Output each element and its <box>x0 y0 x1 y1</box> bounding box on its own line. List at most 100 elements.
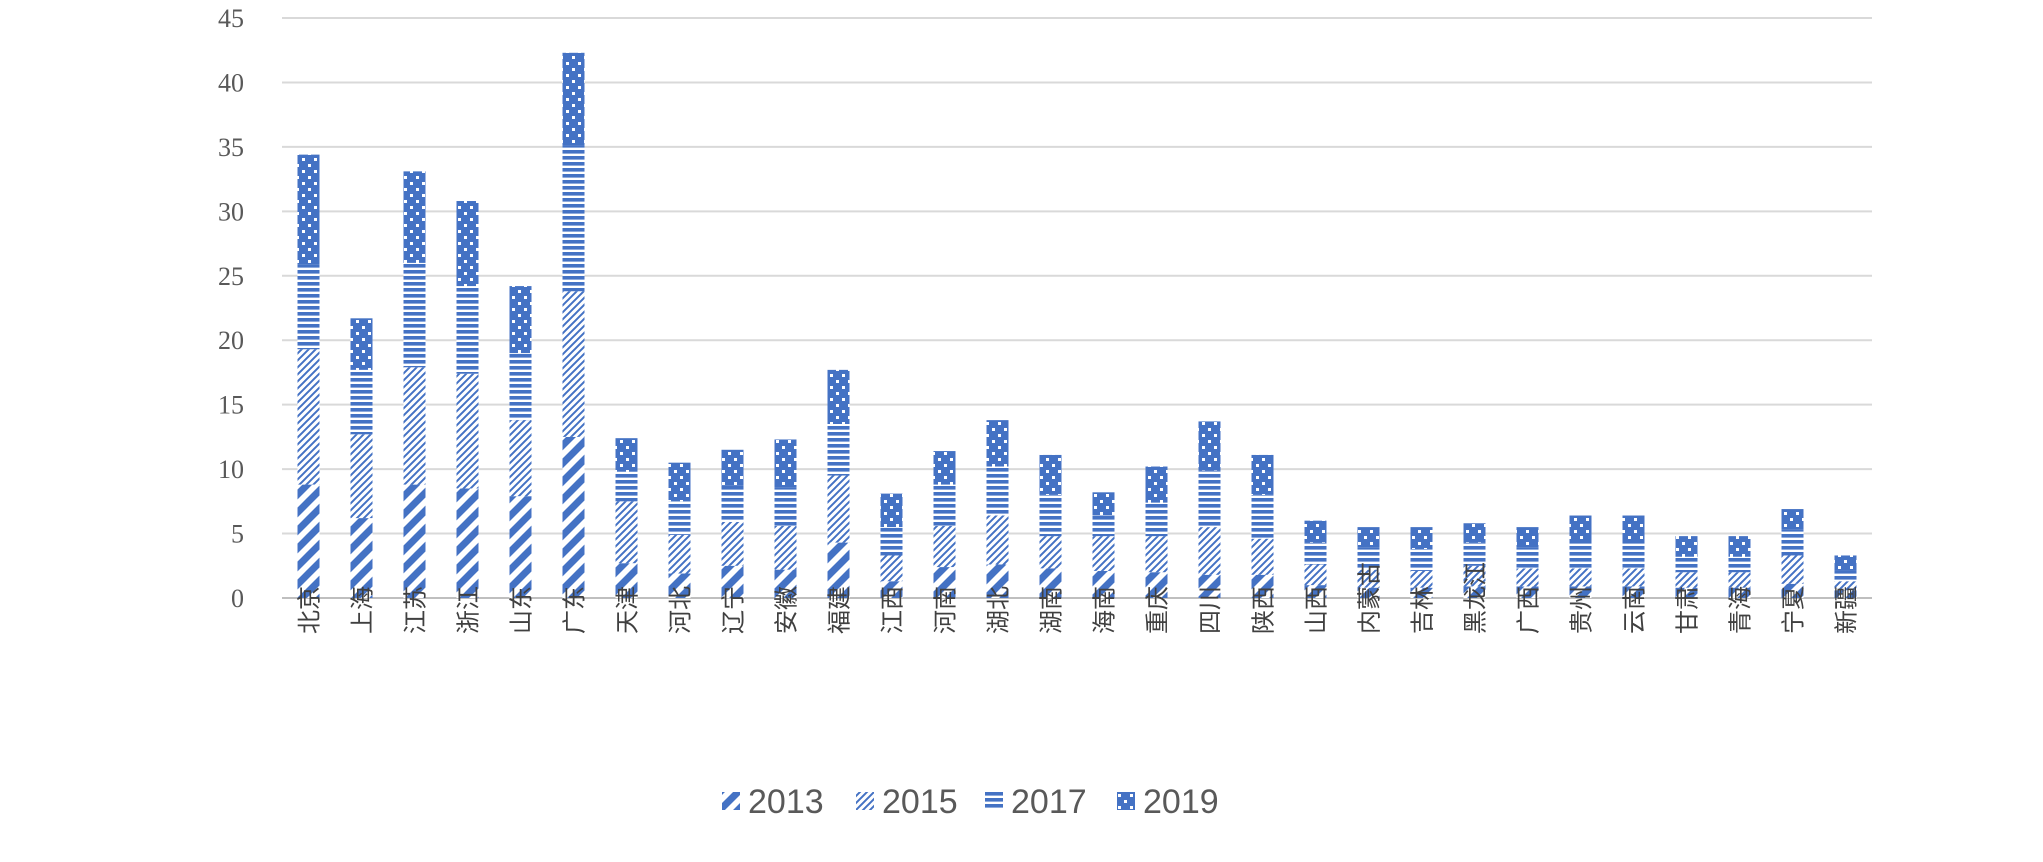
bar-stack <box>933 451 956 598</box>
bar-segment-2017 <box>721 485 744 522</box>
bar-segment-2019 <box>350 318 373 370</box>
bar-segment-2015 <box>1728 572 1751 588</box>
bar-segment-2015 <box>1039 536 1062 569</box>
legend-label: 2013 <box>748 783 824 821</box>
bar-stack <box>1198 421 1221 598</box>
bar-segment-2015 <box>827 475 850 543</box>
x-tick-label: 甘肃 <box>1674 586 1702 634</box>
bar-segment-2017 <box>350 369 373 435</box>
bar-segment-2019 <box>1463 523 1486 543</box>
bar-segment-2017 <box>1410 549 1433 571</box>
x-tick-label: 重庆 <box>1144 586 1172 634</box>
bar-stack <box>986 420 1009 598</box>
bar-segment-2013 <box>721 565 744 598</box>
legend: 2013 2015 2017 2019 <box>722 783 1219 821</box>
bar-segment-2017 <box>403 262 426 368</box>
x-tick-label: 广东 <box>561 586 589 634</box>
bar-segment-2019 <box>1728 536 1751 557</box>
bar-segment-2013 <box>1463 586 1486 598</box>
y-tick-label: 15 <box>218 391 244 420</box>
y-tick-label: 20 <box>218 326 244 355</box>
bar-segment-2019 <box>1198 421 1221 471</box>
bar-stack <box>1728 536 1751 598</box>
bar-segment-2015 <box>403 367 426 485</box>
bar-segment-2017 <box>1516 547 1539 569</box>
x-tick-label: 黑龙江 <box>1462 562 1490 634</box>
bar-stack <box>1145 466 1168 598</box>
bar-stack <box>1834 555 1857 598</box>
bar-stack <box>827 369 850 598</box>
bar-segment-2013 <box>1145 572 1168 598</box>
bar-stack <box>1092 492 1115 598</box>
bar-stack <box>1569 515 1592 598</box>
bar-segment-2017 <box>880 527 903 556</box>
bar-segment-2017 <box>1092 515 1115 537</box>
bar-segment-2015 <box>1675 572 1698 588</box>
bar-segment-2019 <box>1410 527 1433 550</box>
bar-segment-2015 <box>1622 568 1645 587</box>
x-tick-label: 福建 <box>826 586 854 634</box>
legend-label: 2017 <box>1011 783 1087 821</box>
bar-segment-2015 <box>456 373 479 489</box>
x-tick-label: 宁夏 <box>1780 586 1808 634</box>
bar-segment-2019 <box>721 449 744 486</box>
bar-segment-2017 <box>986 466 1009 516</box>
y-tick-label: 25 <box>218 262 244 291</box>
y-axis-ticks: 0 5 10 15 20 25 30 35 40 45 <box>218 4 244 613</box>
legend-swatch-2015 <box>856 792 874 810</box>
x-tick-label: 江苏 <box>402 586 430 634</box>
bar-stack <box>668 462 691 598</box>
x-tick-label: 河南 <box>932 586 960 634</box>
bar-segment-2017 <box>1463 542 1486 566</box>
bar-segment-2015 <box>1304 564 1327 586</box>
x-tick-label: 四川 <box>1197 586 1225 634</box>
bar-stack <box>297 154 320 598</box>
bar-segment-2013 <box>615 563 638 598</box>
bar-stack <box>456 201 479 598</box>
x-tick-label: 云南 <box>1621 586 1649 634</box>
y-tick-label: 45 <box>218 4 244 33</box>
bar-segment-2015 <box>1092 536 1115 571</box>
bar-segment-2013 <box>986 564 1009 598</box>
x-tick-label: 天津 <box>614 586 642 634</box>
x-tick-label: 山西 <box>1303 586 1331 634</box>
bar-segment-2015 <box>1516 568 1539 587</box>
bar-stack <box>350 318 373 598</box>
bar-segment-2017 <box>615 471 638 502</box>
bar-segment-2017 <box>933 484 956 526</box>
bar-segment-2013 <box>827 542 850 598</box>
bar-segment-2013 <box>297 484 320 598</box>
bar-segment-2019 <box>880 493 903 528</box>
bar-segment-2017 <box>1728 556 1751 573</box>
bar-segment-2019 <box>1781 509 1804 530</box>
y-tick-label: 30 <box>218 197 244 226</box>
bar-stack <box>509 286 532 598</box>
x-tick-label: 江西 <box>879 586 907 634</box>
legend-label: 2019 <box>1143 783 1219 821</box>
bar-segment-2015 <box>615 501 638 564</box>
bar-stack <box>1463 523 1486 598</box>
bar-stack <box>562 52 585 598</box>
bar-segment-2013 <box>668 573 691 598</box>
bar-segment-2019 <box>297 154 320 265</box>
bar-segment-2019 <box>1251 454 1274 495</box>
bar-stack <box>1781 509 1804 598</box>
bar-stack <box>1622 515 1645 598</box>
bar-segment-2017 <box>562 145 585 292</box>
bar-segment-2017 <box>1039 494 1062 537</box>
bar-segment-2019 <box>668 462 691 502</box>
bar-segment-2019 <box>1622 515 1645 540</box>
bar-segment-2013 <box>1516 586 1539 598</box>
bar-segment-2013 <box>1304 585 1327 598</box>
bar-segment-2017 <box>297 264 320 350</box>
bar-segment-2015 <box>1834 581 1857 591</box>
bar-segment-2015 <box>1463 565 1486 587</box>
bar-segment-2019 <box>827 369 850 424</box>
y-tick-label: 5 <box>231 520 244 549</box>
bar-segment-2015 <box>509 420 532 497</box>
bar-segment-2015 <box>986 515 1009 565</box>
legend-swatch-2019 <box>1117 792 1135 810</box>
x-tick-label: 浙江 <box>455 586 483 634</box>
gridlines <box>282 17 1872 599</box>
x-tick-label: 吉林 <box>1409 586 1437 634</box>
